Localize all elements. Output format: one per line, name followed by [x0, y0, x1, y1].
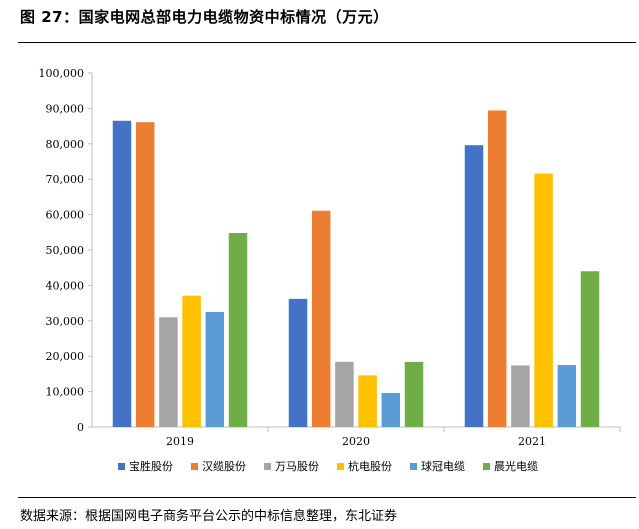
bar: [487, 110, 507, 428]
bar: [112, 120, 132, 427]
bar: [404, 361, 424, 427]
y-tick-label: 100,000: [39, 67, 85, 80]
legend: 宝胜股份 汉缆股份 万马股份 杭电股份 球冠电缆 晨光电缆: [118, 459, 538, 473]
x-axis: 2019 2020 2021: [92, 426, 621, 448]
bar: [228, 233, 248, 427]
bar: [135, 122, 155, 428]
bar: [311, 210, 331, 427]
legend-label: 万马股份: [275, 460, 319, 473]
y-tick-label: 50,000: [46, 244, 85, 257]
legend-swatch: [191, 463, 198, 470]
legend-swatch: [337, 463, 344, 470]
bar: [159, 317, 178, 427]
bar: [288, 298, 308, 427]
bar: [335, 361, 354, 427]
bar: [464, 145, 484, 427]
legend-label: 杭电股份: [348, 459, 392, 473]
y-tick-label: 90,000: [46, 102, 85, 115]
legend-swatch: [118, 463, 125, 470]
y-tick-label: 30,000: [46, 315, 85, 328]
bars: [112, 110, 600, 428]
bar: [182, 295, 201, 427]
bar: [511, 365, 530, 427]
legend-swatch: [264, 463, 271, 470]
y-tick-label: 80,000: [46, 138, 85, 151]
x-tick-label: 2021: [518, 435, 546, 448]
x-tick-label: 2020: [342, 435, 370, 448]
bar: [205, 311, 225, 427]
y-tick-label: 40,000: [46, 279, 85, 292]
y-tick-label: 10,000: [46, 386, 85, 399]
y-axis: 0 10,000 20,000 30,000 40,000 50,000 60,000 70,…: [39, 67, 93, 434]
source-note: 数据来源：根据国网电子商务平台公示的中标信息整理，东北证券: [20, 509, 398, 524]
bar: [534, 173, 553, 427]
bar: [580, 271, 600, 427]
legend-label: 晨光电缆: [494, 459, 538, 473]
legend-swatch: [483, 463, 490, 470]
bar-chart: 0 10,000 20,000 30,000 40,000 50,000 60,000 70,…: [39, 67, 621, 473]
y-tick-label: 60,000: [46, 209, 85, 222]
x-tick-label: 2019: [166, 435, 194, 448]
legend-label: 球冠电缆: [421, 459, 465, 473]
legend-swatch: [410, 463, 417, 470]
legend-label: 汉缆股份: [202, 460, 246, 473]
bar: [557, 365, 577, 427]
title-rule: [18, 42, 636, 43]
source-rule: [18, 497, 636, 498]
y-tick-label: 0: [77, 421, 84, 434]
figure-title: 图 27：国家电网总部电力电缆物资中标情况（万元）: [20, 8, 389, 26]
bar: [358, 375, 377, 427]
y-tick-label: 70,000: [46, 173, 85, 186]
bar: [381, 393, 401, 427]
legend-label: 宝胜股份: [129, 459, 173, 473]
y-tick-label: 20,000: [46, 350, 85, 363]
